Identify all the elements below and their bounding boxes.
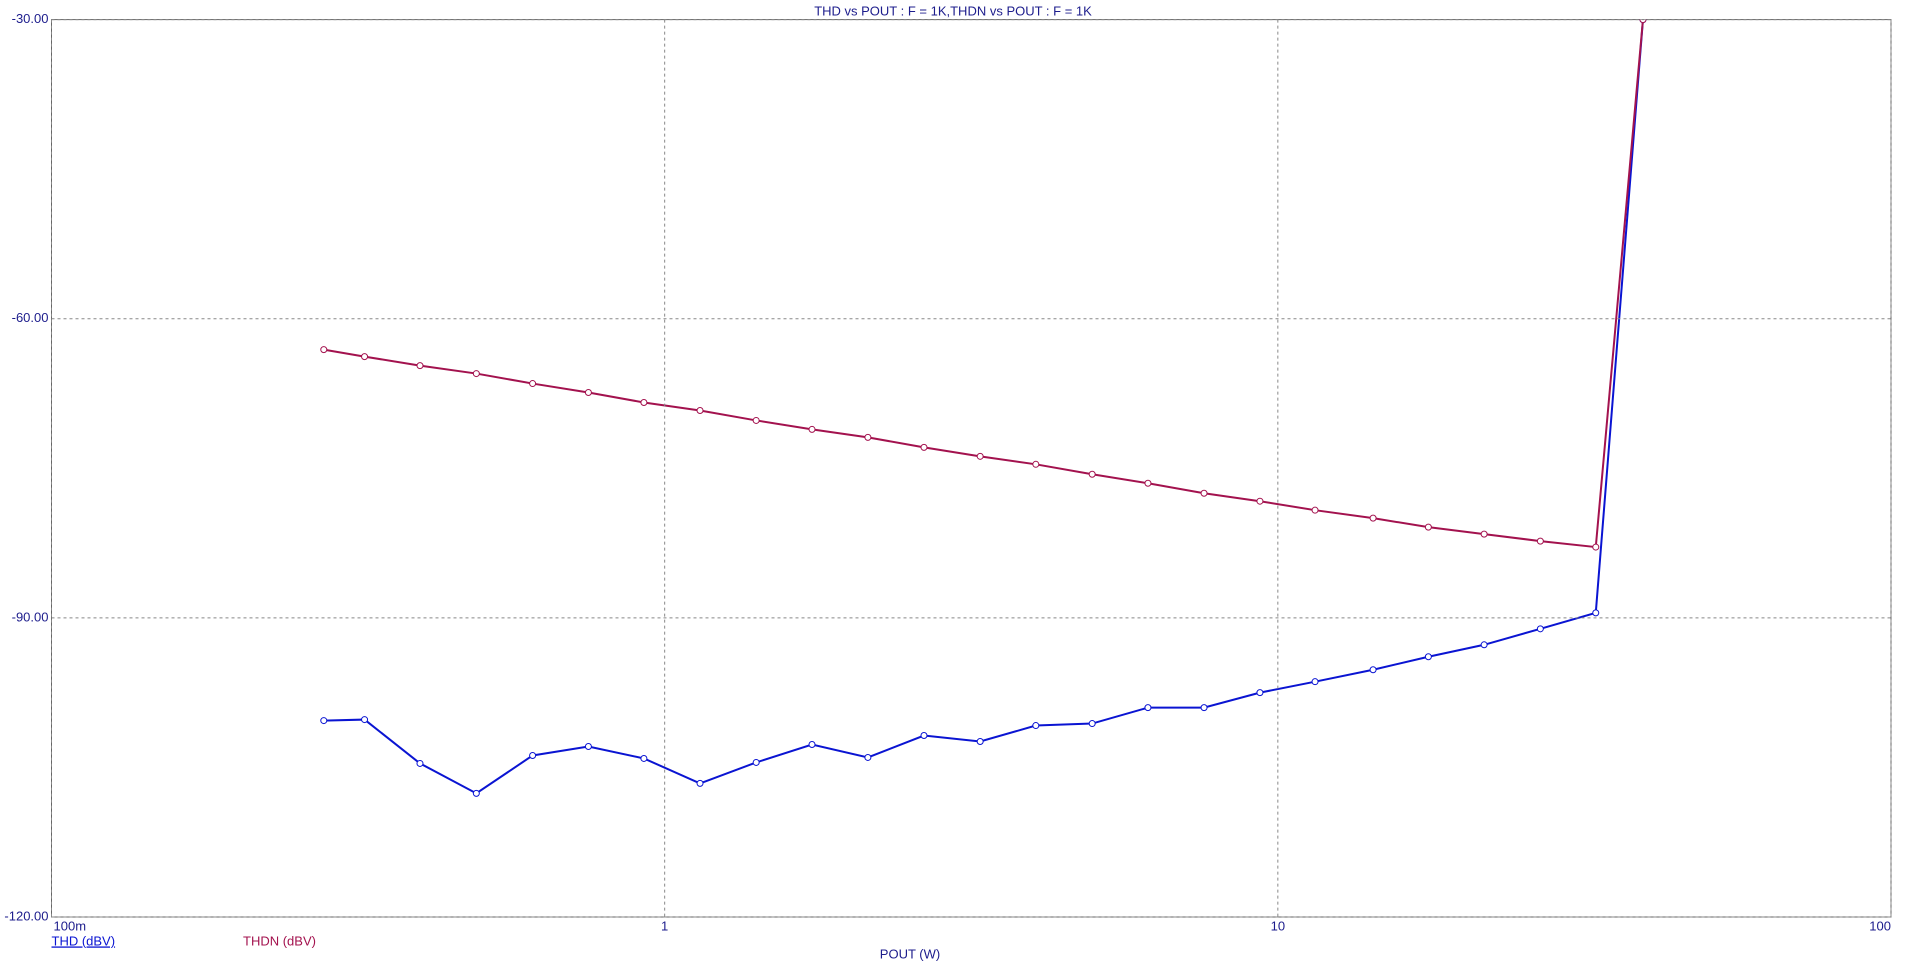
data-point	[1311, 506, 1319, 514]
legend-entry: THDN (dBV)	[243, 933, 316, 948]
y-tick-label: -120.00	[4, 908, 48, 923]
data-point	[976, 452, 984, 460]
data-point	[529, 380, 537, 388]
data-point	[1480, 641, 1488, 649]
data-point	[361, 716, 369, 724]
data-point	[416, 759, 424, 767]
data-point	[1311, 678, 1319, 686]
data-point	[752, 416, 760, 424]
data-point	[640, 754, 648, 762]
data-point	[920, 443, 928, 451]
data-point	[752, 758, 760, 766]
data-point	[529, 751, 537, 759]
data-point	[1256, 689, 1264, 697]
data-point	[1592, 609, 1600, 617]
data-point	[361, 353, 369, 361]
data-point	[640, 398, 648, 406]
data-point	[1424, 523, 1432, 531]
y-tick-label: -90.00	[12, 609, 49, 624]
y-tick-label: -30.00	[12, 11, 49, 26]
series-line	[323, 19, 1644, 549]
data-point	[320, 717, 328, 725]
data-point	[1088, 720, 1096, 728]
data-point	[472, 370, 480, 378]
data-point	[1480, 530, 1488, 538]
plot-area	[320, 19, 1647, 797]
data-point	[1200, 489, 1208, 497]
data-point	[1088, 470, 1096, 478]
data-point	[1032, 460, 1040, 468]
data-point	[864, 433, 872, 441]
data-point	[976, 738, 984, 746]
plot-frame	[51, 19, 1892, 918]
data-point	[1592, 543, 1600, 551]
x-tick-label: 10	[1271, 918, 1285, 933]
data-point	[1369, 666, 1377, 674]
data-point	[696, 406, 704, 414]
data-point	[808, 425, 816, 433]
chart-title: THD vs POUT : F = 1K,THDN vs POUT : F = …	[814, 3, 1092, 18]
data-point	[1639, 19, 1647, 24]
data-point	[808, 740, 816, 748]
data-point	[584, 389, 592, 397]
data-point	[920, 732, 928, 740]
data-point	[696, 779, 704, 787]
x-tick-label: 100	[1869, 918, 1891, 933]
data-point	[1424, 653, 1432, 661]
series-line	[323, 19, 1644, 795]
data-point	[1144, 479, 1152, 487]
x-axis-label: POUT (W)	[880, 946, 940, 961]
data-point	[1536, 537, 1544, 545]
data-point	[584, 742, 592, 750]
data-point	[1200, 704, 1208, 712]
legend-entry: THD (dBV)	[52, 933, 116, 948]
data-point	[864, 753, 872, 761]
y-tick-label: -60.00	[12, 310, 49, 325]
data-point	[1256, 497, 1264, 505]
data-point	[1536, 625, 1544, 633]
data-point	[320, 346, 328, 354]
data-point	[416, 362, 424, 370]
x-tick-label: 100m	[54, 918, 87, 933]
data-point	[1144, 704, 1152, 712]
data-point	[1032, 722, 1040, 730]
data-point	[472, 789, 480, 797]
x-tick-label: 1	[661, 918, 668, 933]
data-point	[1369, 514, 1377, 522]
